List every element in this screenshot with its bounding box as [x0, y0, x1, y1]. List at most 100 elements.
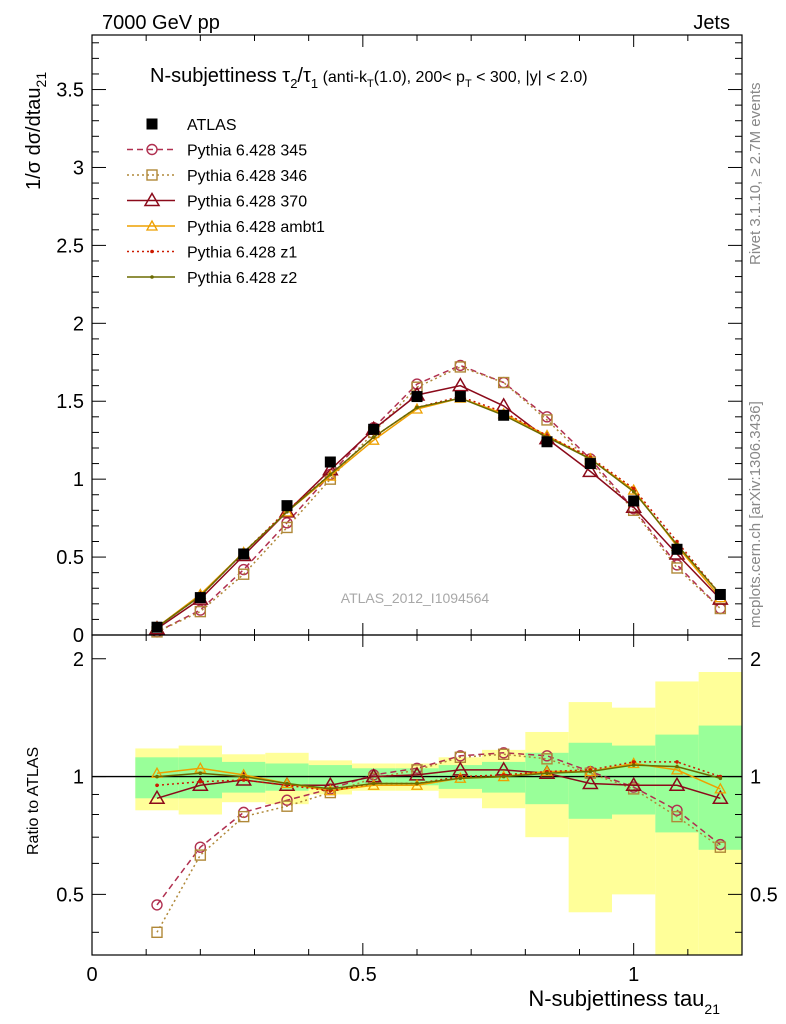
atlas-data-point — [194, 592, 206, 604]
ratio-data-point — [285, 781, 289, 786]
series-line — [156, 366, 721, 633]
legend-marker — [146, 143, 158, 156]
inner-band — [655, 734, 699, 833]
y-axis-label-ratio: Ratio to ATLAS — [25, 747, 42, 855]
ratio-series-line — [156, 762, 721, 792]
ratio-data-point — [627, 783, 640, 795]
jets-label: Jets — [693, 12, 730, 34]
y-tick-label: 2.5 — [56, 235, 84, 257]
x-tick-label: 0 — [86, 964, 97, 986]
ratio-data-point — [671, 804, 683, 816]
y-tick-label: 0 — [73, 625, 84, 647]
ratio-data-point — [198, 771, 203, 776]
atlas-data-point — [584, 458, 596, 470]
legend-marker — [145, 219, 159, 231]
legend-marker — [150, 249, 154, 254]
ratio-data-point — [718, 776, 723, 781]
ratio-data-point — [675, 764, 679, 769]
x-axis-label: N-subjettiness tau21 — [528, 986, 720, 1017]
data-point — [324, 469, 337, 481]
energy-label: 7000 GeV pp — [102, 12, 220, 34]
legend-label: Pythia 6.428 ambt1 — [187, 219, 325, 236]
ratio-data-point — [155, 783, 159, 788]
ratio-data-point — [625, 776, 642, 792]
ratio-data-point — [281, 794, 293, 806]
rivet-label: Rivet 3.1.10, ≥ 2.7M events — [747, 83, 764, 266]
atlas-data-point — [281, 500, 293, 512]
ratio-data-point — [582, 775, 599, 790]
atlas-data-point — [714, 588, 726, 600]
atlas-data-point — [368, 423, 380, 435]
ratio-data-point — [198, 779, 203, 784]
legend-label: Pythia 6.428 z1 — [187, 245, 297, 262]
ratio-data-point — [241, 778, 246, 782]
data-point — [671, 562, 683, 574]
ratio-data-point — [371, 781, 376, 786]
ratio-data-point — [458, 776, 463, 781]
ratio-data-point — [328, 787, 333, 791]
ratio-data-point — [281, 800, 293, 812]
ratio-data-point — [588, 769, 593, 774]
atlas-data-point — [541, 436, 553, 448]
atlas-data-point — [238, 548, 250, 560]
y-tick-label: 3.5 — [56, 80, 84, 102]
data-point — [631, 486, 636, 491]
y-tick-label: 1 — [73, 469, 84, 491]
legend-label: Pythia 6.428 z2 — [187, 270, 297, 287]
ratio-data-point — [415, 781, 419, 786]
ratio-series-line — [156, 764, 721, 790]
ratio-data-point — [148, 789, 166, 805]
series-line — [156, 364, 721, 633]
ratio-data-point — [668, 776, 686, 792]
uncertainty-bands — [135, 672, 742, 955]
ratio-data-point — [501, 774, 506, 779]
data-point — [371, 435, 376, 439]
atlas-data-point — [324, 456, 336, 468]
data-point — [671, 559, 683, 571]
data-point — [328, 472, 333, 477]
legend: ATLAS Pythia 6.428 345 Pythia 6.428 346 Pyt… — [127, 117, 325, 287]
data-point — [281, 521, 293, 534]
ratio-data-point — [151, 926, 163, 939]
data-point — [194, 605, 207, 618]
ratio-data-point — [194, 841, 207, 853]
ratio-data-point — [237, 810, 250, 823]
ratio-data-point — [497, 748, 510, 760]
y-tick-label: 3 — [73, 157, 84, 179]
ratio-data-point — [541, 753, 553, 765]
data-point — [415, 405, 419, 410]
series-line — [156, 384, 721, 630]
legend-marker — [146, 118, 158, 130]
ratio-data-point — [410, 778, 424, 790]
series-line — [156, 397, 721, 628]
inner-band — [568, 742, 612, 819]
inner-band — [612, 745, 656, 815]
plot-title: N-subjettiness τ2/τ1 (anti-kT(1.0), 200<… — [150, 65, 588, 91]
y-axis-label-main: 1/σ dσ/dtau21 — [23, 72, 49, 190]
atlas-data-point — [628, 495, 640, 507]
legend-marker — [143, 192, 161, 207]
ratio-data-point — [192, 776, 209, 792]
ratio-data-point — [671, 810, 683, 823]
legend-marker — [150, 275, 154, 279]
ratio-data-point — [712, 789, 729, 805]
atlas-data-point — [498, 409, 510, 421]
ratio-data-point — [545, 771, 549, 776]
inner-band — [698, 725, 742, 850]
y-tick-label: 0.5 — [56, 547, 84, 569]
data-point — [714, 602, 727, 615]
atlas-data-point — [671, 543, 683, 555]
atlas-data-point — [151, 621, 163, 633]
ratio-data-point — [367, 778, 380, 790]
y-tick-label: 2 — [73, 313, 84, 335]
y-tick-label-left: 2 — [73, 649, 84, 671]
y-tick-label-right: 2 — [750, 649, 761, 671]
y-tick-label-left: 1 — [73, 767, 84, 789]
atlas-data-point — [411, 391, 423, 403]
ratio-data-point — [540, 765, 554, 777]
legend-label: ATLAS — [187, 117, 237, 134]
x-tick-label: 0.5 — [349, 964, 377, 986]
ratio-data-point — [714, 782, 727, 794]
legend-label: Pythia 6.428 346 — [187, 168, 307, 185]
